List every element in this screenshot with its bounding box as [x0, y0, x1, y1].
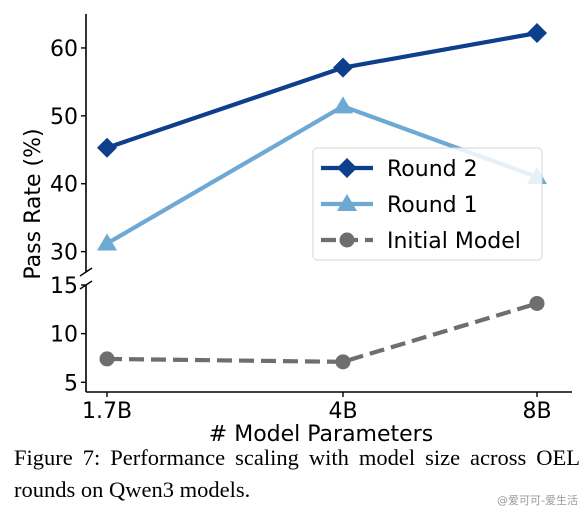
- y-tick-label: 60: [50, 37, 78, 62]
- data-point-round-1: [97, 233, 117, 251]
- x-tick-label: 8B: [522, 399, 551, 424]
- pass-rate-chart: 30 40 50 60 5 10 15 1.7B 4B 8B # Model Parameters P…: [21, 14, 572, 442]
- chart-axes: 30 40 50 60 5 10 15 1.7B 4B 8B # Model Parameters P…: [21, 14, 572, 442]
- y-tick-label: 10: [50, 323, 78, 348]
- y-tick-label: 50: [50, 105, 78, 130]
- y-tick-label: 15: [50, 274, 78, 299]
- y-tick-label: 30: [50, 241, 78, 266]
- axis-break-mark: [79, 267, 93, 277]
- data-point-round-2: [527, 23, 547, 44]
- y-tick-label: 5: [64, 371, 78, 396]
- series-line-round-2: [106, 30, 538, 150]
- data-point-initial-model: [99, 351, 115, 367]
- legend-marker-round-2: [337, 158, 357, 178]
- data-point-initial-model: [529, 295, 545, 311]
- data-point-round-2: [333, 57, 353, 78]
- data-point-round-2: [97, 137, 117, 158]
- legend-label-round-2: Round 2: [387, 157, 478, 182]
- legend-label-initial-model: Initial Model: [387, 229, 521, 254]
- data-point-round-1: [333, 96, 353, 114]
- legend-marker-round-1: [337, 194, 357, 211]
- legend-label-round-1: Round 1: [387, 193, 478, 218]
- legend-box: [312, 147, 543, 261]
- x-axis-label: # Model Parameters: [209, 422, 433, 442]
- legend-marker-initial-model: [339, 232, 355, 248]
- watermark: @爱可可-爱生活: [497, 494, 578, 507]
- x-tick-label: 1.7B: [82, 399, 132, 424]
- y-axis-label: Pass Rate (%): [21, 128, 46, 279]
- y-tick-label: 40: [50, 173, 78, 198]
- legend: Round 2 Round 1 Initial Model: [312, 147, 543, 261]
- x-tick-label: 4B: [328, 399, 357, 424]
- figure-caption: Figure 7: Performance scaling with model…: [14, 445, 580, 502]
- series-line-initial-model: [106, 301, 538, 364]
- data-point-initial-model: [335, 354, 351, 370]
